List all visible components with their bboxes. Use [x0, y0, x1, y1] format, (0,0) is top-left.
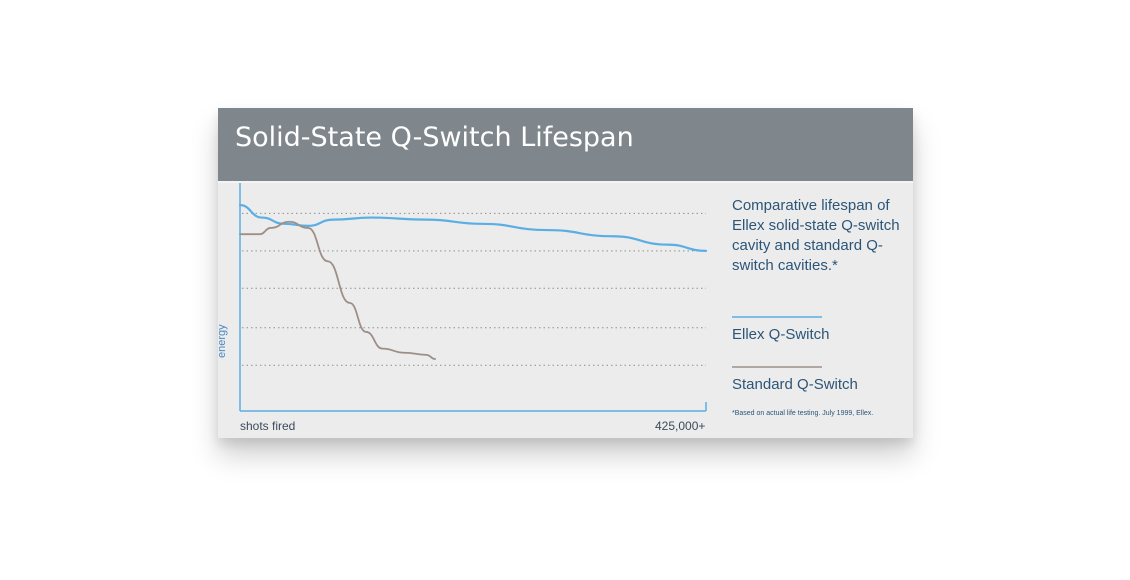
chart-description: Comparative lifespan of Ellex solid-stat… — [732, 197, 900, 274]
chart-title: Solid-State Q-Switch Lifespan — [235, 122, 634, 153]
footnote: *Based on actual life testing. July 1999… — [732, 410, 874, 417]
chart-card: Solid-State Q-Switch Lifespan energy sho… — [216, 108, 913, 438]
y-axis-label: energy — [216, 324, 228, 358]
x-axis-label: shots fired — [240, 419, 296, 433]
x-tick-label: 425,000+ — [655, 419, 706, 433]
chart-area: energy shots fired 425,000+ Comparative … — [216, 183, 913, 438]
legend-label-ellex: Ellex Q-Switch — [732, 326, 830, 343]
series-line-standard — [239, 220, 437, 360]
legend-label-standard: Standard Q-Switch — [732, 376, 858, 393]
chart-header: Solid-State Q-Switch Lifespan — [218, 108, 913, 183]
line-chart — [238, 183, 822, 412]
